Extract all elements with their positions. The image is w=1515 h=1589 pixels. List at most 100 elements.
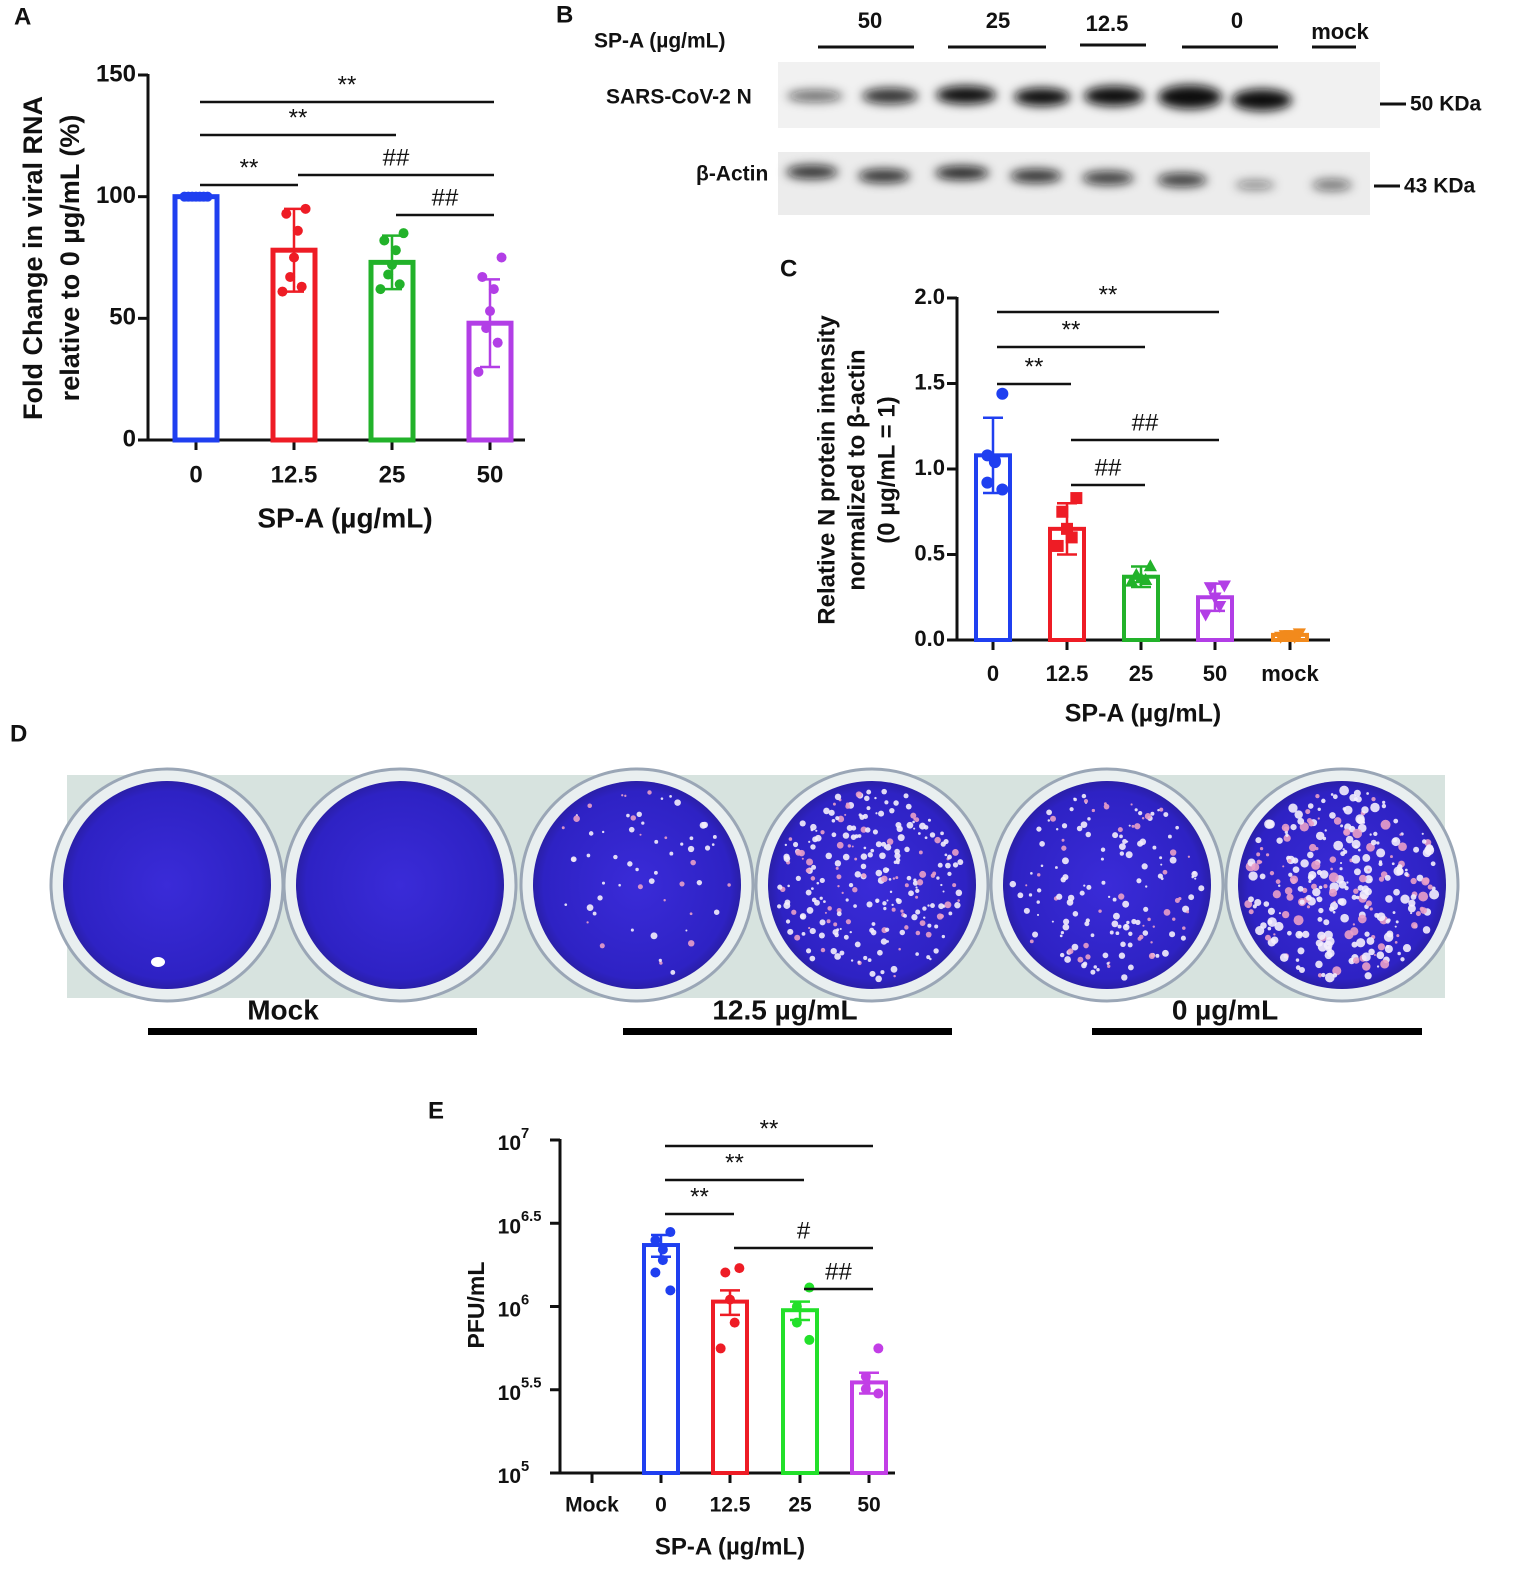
plaque-spot [1315, 793, 1320, 799]
plaque-spot [1142, 924, 1145, 927]
plaque-spot [905, 803, 912, 810]
plaque-spot [1402, 944, 1412, 953]
significance-label: ** [240, 154, 259, 181]
plaque-spot [828, 809, 835, 816]
data-point [496, 252, 507, 263]
plaque-spot [1093, 965, 1097, 969]
significance-label: ## [1095, 454, 1122, 481]
plaque-spot [1298, 967, 1305, 974]
significance-label: # [797, 1217, 811, 1244]
plaque-spot [1098, 909, 1102, 913]
plaque-spot [865, 827, 871, 833]
plaque-spot [1182, 926, 1186, 930]
plaque-spot [1273, 933, 1276, 936]
plaque-spot [1072, 911, 1079, 917]
group-bar [148, 1028, 477, 1035]
plaque-spot [1329, 856, 1337, 863]
data-point [981, 476, 994, 489]
plaque-spot [1192, 871, 1196, 875]
plaque-spot [1332, 966, 1342, 976]
y-axis-label: Fold Change in viral RNA [18, 96, 48, 420]
plaque-spot [1122, 923, 1130, 931]
data-point [285, 271, 296, 282]
plaque-spot [1267, 938, 1276, 947]
plaque-spot [1392, 837, 1398, 843]
data-point [1288, 631, 1302, 644]
plaque-spot [1138, 934, 1144, 940]
plaque-spot [947, 854, 952, 860]
panel-label: D [10, 720, 27, 747]
plaque-spot [1397, 951, 1401, 956]
plaque-spot [783, 902, 791, 909]
plaque-spot [586, 921, 589, 924]
well [1003, 781, 1211, 989]
plaque-spot [689, 836, 694, 841]
plaque-spot [1107, 895, 1111, 899]
plaque-spot [834, 860, 842, 867]
data-point [873, 1388, 884, 1399]
plaque-spot [874, 796, 877, 800]
plaque-spot [1265, 853, 1270, 857]
plaque-spot [1284, 887, 1293, 895]
plaque-spot [842, 853, 850, 861]
plaque-spot [1028, 893, 1033, 897]
plaque-spot [1061, 857, 1069, 865]
y-axis-label: normalized to β-actin [843, 349, 870, 590]
plaque-spot [1344, 930, 1354, 940]
data-point [729, 1317, 740, 1328]
plaque-spot [570, 856, 577, 863]
data-point [179, 191, 190, 202]
plaque-spot [664, 836, 668, 840]
plaque-spot [792, 841, 799, 848]
plaque-spot [945, 862, 951, 869]
plaque-spot [1160, 863, 1163, 866]
plaque-spot [1180, 935, 1186, 941]
plaque-spot [808, 840, 811, 843]
plaque-spot [1353, 888, 1359, 894]
plaque-spot [1357, 848, 1361, 852]
plaque-spot [711, 843, 715, 846]
plaque-spot [1120, 941, 1126, 948]
plaque-spot [1317, 942, 1328, 952]
plaque-spot [914, 817, 920, 823]
plaque-spot [1025, 884, 1028, 887]
plaque-spot [897, 834, 905, 842]
plaque-spot [1159, 856, 1163, 860]
plaque-spot [1411, 922, 1418, 929]
plaque-spot [845, 919, 852, 925]
plaque-spot [1416, 874, 1424, 882]
x-tick-label: 25 [788, 1494, 812, 1517]
plaque-spot [836, 841, 844, 849]
data-point [1139, 572, 1153, 585]
plaque-spot [882, 901, 887, 906]
x-axis-label: SP-A (µg/mL) [257, 502, 432, 533]
plaque-spot [915, 952, 919, 956]
plaque-spot [1325, 936, 1335, 947]
plaque-spot [1036, 888, 1042, 893]
plaque-spot [938, 903, 945, 910]
plaque-spot [839, 927, 842, 931]
plaque-spot [1107, 964, 1111, 968]
plaque-spot [826, 919, 831, 924]
plaque-spot [834, 953, 841, 960]
plaque-spot [852, 887, 858, 893]
data-point [379, 235, 390, 246]
plaque-spot [1391, 862, 1395, 866]
plaque-spot [1067, 948, 1074, 955]
plaque-spot [1366, 792, 1369, 795]
y-tick-label: 0.0 [914, 626, 945, 651]
plaque-spot [1091, 808, 1096, 813]
bar [642, 1243, 680, 1475]
data-point [481, 323, 492, 334]
plaque-spot [1030, 872, 1033, 875]
plaque-spot [1169, 856, 1177, 864]
plaque-spot [1186, 910, 1190, 914]
plaque-spot [1421, 877, 1430, 886]
plaque-spot [924, 836, 928, 840]
plaque-spot [669, 851, 674, 856]
y-tick-label: 100 [96, 182, 136, 209]
plaque-spot [1312, 887, 1321, 897]
plaque-spot [944, 901, 952, 909]
plaque-spot [674, 799, 681, 806]
plaque-spot [1381, 803, 1387, 809]
